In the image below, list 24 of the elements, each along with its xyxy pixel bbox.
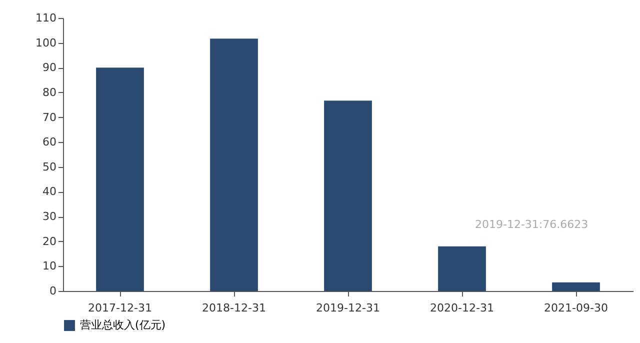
y-tick-label: 10 (42, 260, 56, 273)
x-tick-label: 2021-09-30 (544, 302, 608, 314)
y-tick-label: 50 (42, 160, 56, 174)
bar (96, 68, 144, 291)
y-tick-label: 0 (50, 284, 56, 298)
x-tick-label: 2019-12-31 (316, 302, 380, 314)
bar (552, 282, 600, 291)
y-tick-label: 80 (42, 86, 56, 99)
bar (438, 246, 486, 291)
bar (324, 100, 372, 291)
y-tick-label: 20 (42, 234, 56, 248)
y-tick-label: 30 (42, 210, 56, 224)
y-tick-label: 70 (42, 110, 56, 124)
y-tick-label: 100 (36, 36, 56, 50)
y-tick-label: 40 (42, 185, 56, 198)
x-tick-label: 2020-12-31 (430, 302, 494, 314)
bar (210, 38, 258, 291)
y-tick-label: 60 (42, 136, 56, 149)
y-tick-label: 90 (42, 61, 56, 74)
x-tick-label: 2018-12-31 (202, 302, 266, 314)
annotation: 2019-12-31:76.6623 (475, 218, 588, 231)
x-tick-label: 2017-12-31 (88, 302, 152, 314)
legend-label: 营业总收入(亿元) (80, 318, 166, 332)
y-tick-label: 110 (36, 12, 56, 24)
